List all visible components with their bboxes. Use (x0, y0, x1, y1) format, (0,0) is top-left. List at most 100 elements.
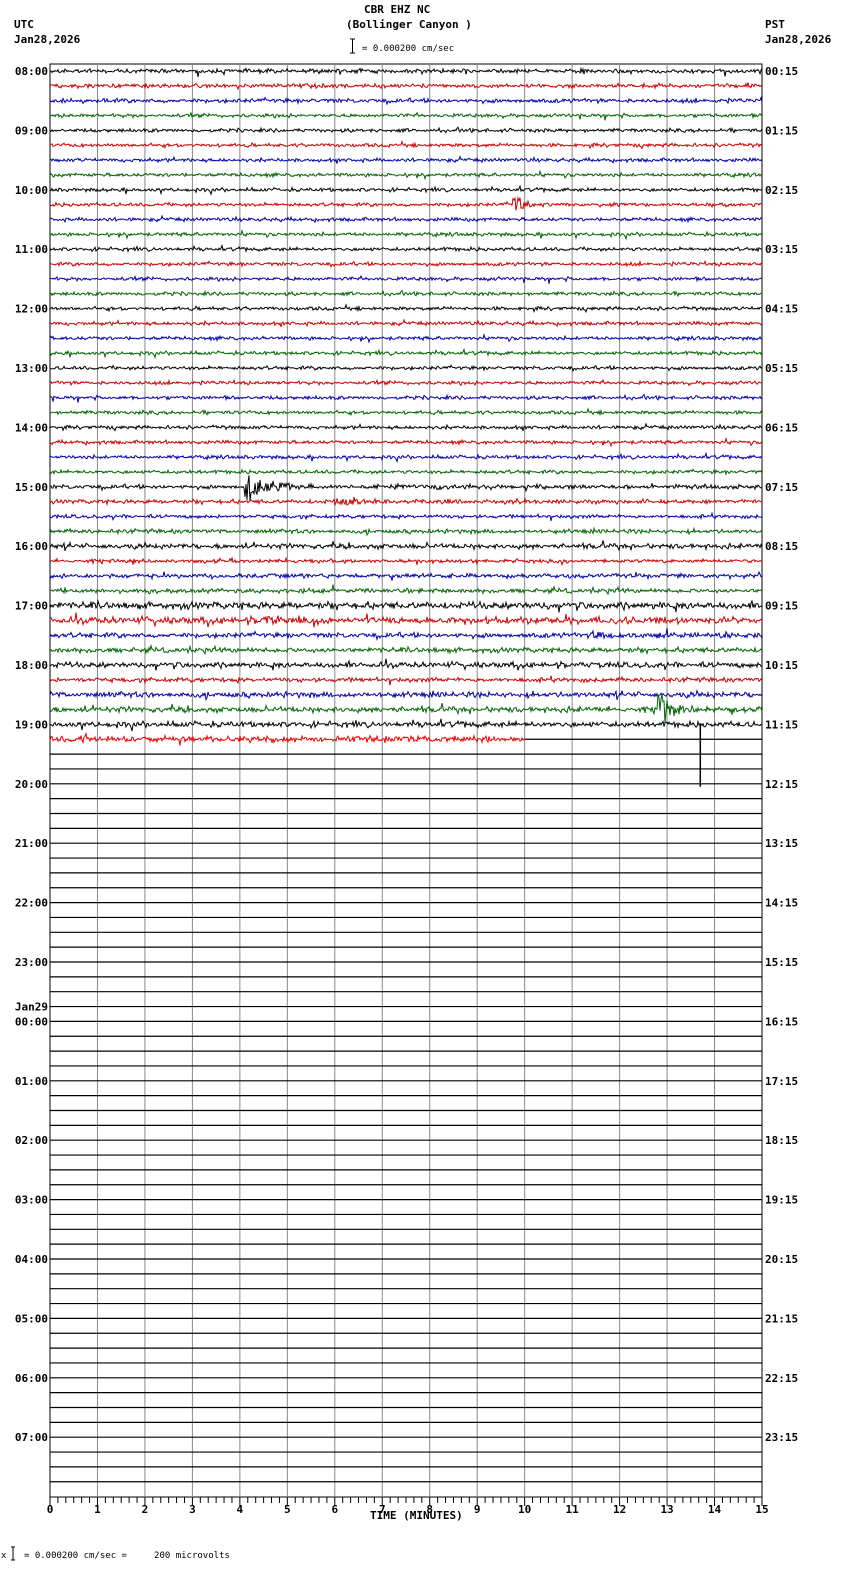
scale-bar-icon (350, 38, 355, 54)
pst-hour-label: 00:15 (765, 65, 798, 78)
utc-hour-label: 05:00 (15, 1312, 48, 1325)
trace-row (49, 475, 763, 502)
utc-hour-label: 12:00 (15, 303, 48, 316)
station-location: (Bollinger Canyon ) (346, 18, 472, 31)
trace-row (49, 436, 763, 448)
pst-hour-label: 10:15 (765, 659, 798, 672)
trace-row (49, 540, 763, 552)
trace-row (49, 628, 763, 642)
pst-hour-label: 22:15 (765, 1372, 798, 1385)
pst-hour-label: 07:15 (765, 481, 798, 494)
trace-row (49, 289, 763, 298)
pst-hour-label: 16:15 (765, 1015, 798, 1028)
trace-row (49, 364, 763, 373)
pst-hour-label: 05:15 (765, 362, 798, 375)
axis-tick-label: 0 (47, 1503, 54, 1516)
utc-hour-label: 20:00 (15, 778, 48, 791)
axis-tick-label: 2 (142, 1503, 149, 1516)
trace-row (49, 378, 763, 387)
utc-hour-label: 13:00 (15, 362, 48, 375)
pst-hour-label: 15:15 (765, 956, 798, 969)
trace-row (49, 556, 763, 567)
trace-row (49, 214, 763, 224)
trace-row (49, 570, 763, 581)
trace-row (49, 259, 763, 269)
trace-row (49, 333, 763, 344)
trace-row (49, 526, 763, 537)
utc-hour-label: 07:00 (15, 1431, 48, 1444)
x-axis-label: TIME (MINUTES) (370, 1509, 463, 1522)
axis-tick-label: 15 (755, 1503, 768, 1516)
utc-hour-label: 10:00 (15, 184, 48, 197)
trace-row (49, 422, 763, 432)
axis-tick-label: 11 (566, 1503, 580, 1516)
utc-hour-label: 18:00 (15, 659, 48, 672)
pst-hour-label: 11:15 (765, 718, 798, 731)
pst-hour-label: 03:15 (765, 243, 798, 256)
utc-hour-label: 00:00 (15, 1015, 48, 1028)
trace-row (49, 139, 763, 150)
axis-tick-label: 4 (237, 1503, 244, 1516)
axis-tick-label: 13 (660, 1503, 673, 1516)
trace-row (49, 584, 763, 596)
trace-row (49, 658, 763, 672)
trace-row (49, 496, 763, 507)
axis-tick-label: 12 (613, 1503, 626, 1516)
axis-tick-label: 8 (426, 1503, 433, 1516)
pst-hour-label: 13:15 (765, 837, 798, 850)
trace-row (49, 155, 763, 164)
trace-row (49, 243, 763, 253)
trace-row (49, 599, 763, 613)
pst-hour-label: 21:15 (765, 1312, 798, 1325)
utc-hour-label: 21:00 (15, 837, 48, 850)
trace-row (49, 184, 763, 196)
day-change-label: Jan29 (15, 1000, 48, 1013)
station-title: CBR EHZ NC (364, 3, 431, 16)
pst-hour-label: 01:15 (765, 124, 798, 137)
trace-row (49, 303, 763, 314)
utc-hour-label: 04:00 (15, 1253, 48, 1266)
trace-row (49, 718, 763, 732)
utc-hour-label: 14:00 (15, 421, 48, 434)
footer-marker: x (1, 1551, 7, 1561)
pst-hour-label: 12:15 (765, 778, 798, 791)
axis-tick-label: 1 (94, 1503, 101, 1516)
trace-row (49, 66, 763, 77)
trace-row (49, 81, 763, 91)
trace-row (49, 689, 763, 701)
right-timezone: PST (765, 18, 785, 31)
utc-hour-label: 17:00 (15, 600, 48, 613)
utc-hour-label: 03:00 (15, 1194, 48, 1207)
right-date: Jan28,2026 (765, 33, 832, 46)
trace-row (49, 96, 763, 106)
axis-tick-label: 10 (518, 1503, 531, 1516)
utc-hour-label: 09:00 (15, 124, 48, 137)
left-timezone: UTC (14, 18, 34, 31)
trace-row (49, 451, 763, 464)
pst-hour-label: 19:15 (765, 1194, 798, 1207)
trace-row (49, 126, 763, 134)
trace-row (49, 274, 763, 284)
utc-hour-label: 22:00 (15, 897, 48, 910)
footer-scale-note: = 0.000200 cm/sec = 200 microvolts (24, 1551, 230, 1561)
axis-tick-label: 9 (474, 1503, 481, 1516)
trace-row (49, 468, 763, 476)
pst-hour-label: 08:15 (765, 540, 798, 553)
pst-hour-label: 14:15 (765, 897, 798, 910)
utc-hour-label: 23:00 (15, 956, 48, 969)
axis-tick-label: 7 (379, 1503, 386, 1516)
axis-tick-label: 5 (284, 1503, 291, 1516)
pst-hour-label: 17:15 (765, 1075, 798, 1088)
scale-bar-icon (11, 1546, 15, 1561)
pst-hour-label: 23:15 (765, 1431, 798, 1444)
pst-hour-label: 02:15 (765, 184, 798, 197)
pst-hour-label: 04:15 (765, 303, 798, 316)
utc-hour-label: 08:00 (15, 65, 48, 78)
utc-hour-label: 16:00 (15, 540, 48, 553)
trace-row (49, 612, 763, 628)
scale-text: = 0.000200 cm/sec (362, 44, 455, 54)
pst-hour-label: 18:15 (765, 1134, 798, 1147)
utc-hour-label: 01:00 (15, 1075, 48, 1088)
utc-hour-label: 15:00 (15, 481, 48, 494)
